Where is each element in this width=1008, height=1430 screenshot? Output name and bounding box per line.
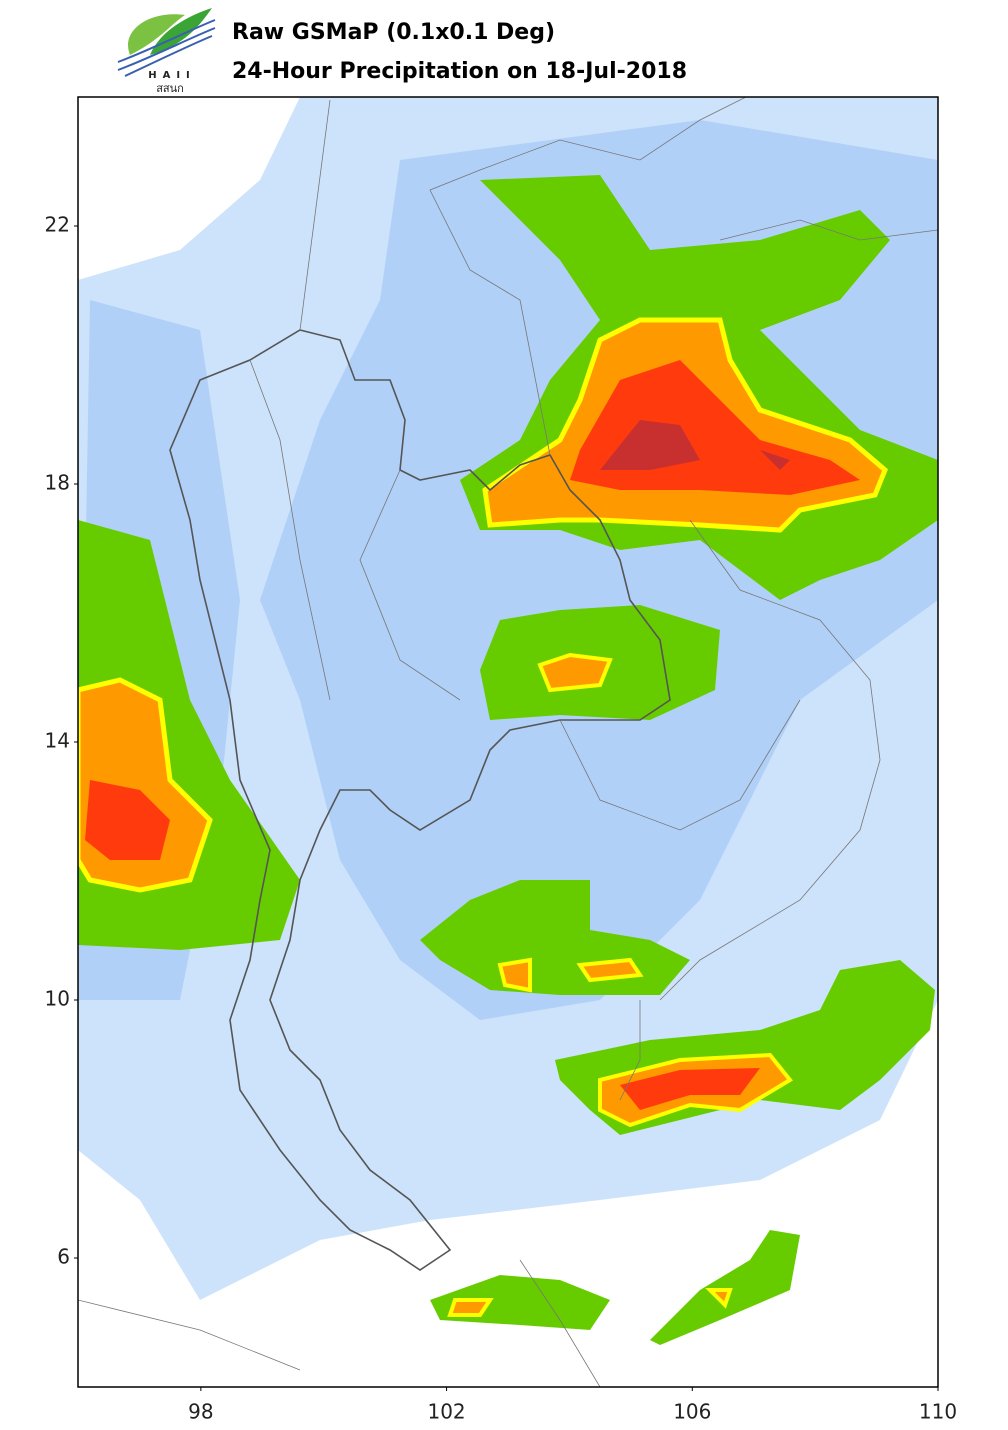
border bbox=[169, 329, 671, 1271]
x-tick-label: 98 bbox=[188, 1400, 213, 1424]
y-tick-label: 22 bbox=[45, 213, 70, 237]
subtitle: 24-Hour Precipitation on 18-Jul-2018 bbox=[232, 59, 687, 84]
precip-field bbox=[78, 97, 938, 1387]
precip-green bbox=[430, 1230, 800, 1345]
y-tick-label: 6 bbox=[57, 1245, 70, 1269]
logo-text-thai: สสนก bbox=[156, 82, 184, 95]
precip-red bbox=[85, 360, 860, 860]
y-tick-label: 14 bbox=[45, 729, 70, 753]
precip-red bbox=[620, 1068, 760, 1110]
logo-waves bbox=[117, 19, 216, 77]
x-tick-label: 110 bbox=[919, 1400, 957, 1424]
border bbox=[78, 97, 938, 1387]
y-tick-label: 10 bbox=[45, 987, 70, 1011]
title: Raw GSMaP (0.1x0.1 Deg) bbox=[232, 20, 555, 45]
x-tick-label: 102 bbox=[427, 1400, 465, 1424]
precip-orange bbox=[447, 652, 733, 1317]
precip-dark bbox=[600, 420, 790, 470]
logo: HAII สสนก bbox=[117, 8, 216, 95]
logo-text: HAII bbox=[148, 70, 196, 81]
logo-leaf bbox=[128, 14, 185, 55]
borders bbox=[78, 97, 938, 1387]
logo-leaf bbox=[150, 8, 212, 55]
x-tick-label: 106 bbox=[673, 1400, 711, 1424]
y-tick-label: 18 bbox=[45, 471, 70, 495]
